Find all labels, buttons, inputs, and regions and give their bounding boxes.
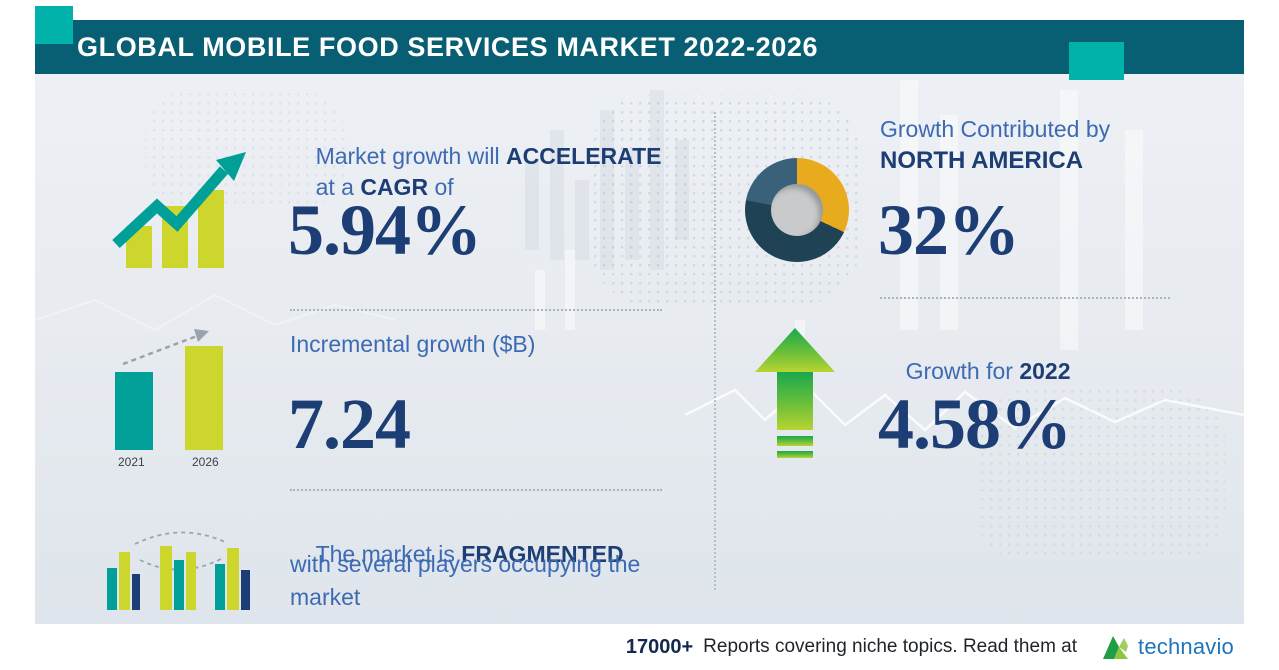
bar-year-left-label: 2021: [118, 455, 145, 469]
cagr-text-normal-2: at a: [315, 174, 361, 200]
cagr-emphasis: CAGR: [360, 174, 429, 200]
cagr-text-tail: of: [428, 174, 454, 200]
buildings-icon: [107, 531, 250, 610]
reports-count: 17000+: [625, 635, 694, 658]
teal-accent-left: [35, 6, 73, 44]
bar-chart-icon: [115, 329, 223, 450]
column-divider: [714, 112, 716, 590]
fragmented-text: with several players occupying the marke…: [290, 551, 647, 610]
growth-value: 4.58%: [878, 384, 1072, 464]
fragmented-emphasis: FRAGMENTED: [461, 541, 624, 567]
accelerate-emphasis: ACCELERATE: [506, 143, 662, 169]
cagr-value: 5.94%: [288, 190, 482, 270]
fragmented-text-normal: The market is: [315, 541, 462, 567]
divider-left-2: [290, 489, 662, 491]
growth-year-line: Growth for 2022: [880, 331, 1071, 412]
technavio-wordmark: technavio: [1138, 634, 1234, 659]
cagr-text-normal: Market growth will: [315, 143, 506, 169]
incremental-label: Incremental growth ($B): [290, 331, 536, 357]
page-title: GLOBAL MOBILE FOOD SERVICES MARKET 2022-…: [77, 31, 819, 62]
donut-hole: [771, 184, 823, 236]
growth-year: 2022: [1019, 358, 1071, 384]
fragmented-line: The market is FRAGMENTED: [290, 514, 624, 595]
teal-accent-right: [1069, 42, 1124, 80]
incremental-value: 7.24: [288, 384, 411, 464]
donut-chart: [745, 158, 849, 262]
footer-text: Reports covering niche topics. Read them…: [703, 636, 1078, 657]
bar-year-right-label: 2026: [192, 455, 219, 469]
growth-chart-icon: [112, 152, 246, 268]
divider-right-1: [880, 297, 1170, 299]
region-name: NORTH AMERICA: [880, 147, 1084, 174]
technavio-logo[interactable]: technavio: [1103, 634, 1234, 660]
region-line-1: Growth Contributed by: [880, 116, 1111, 142]
region-value: 32%: [878, 190, 1020, 270]
growth-year-label-prefix: Growth for: [905, 358, 1020, 384]
divider-left-1: [290, 309, 662, 311]
up-arrow-icon: [755, 328, 835, 458]
cagr-line-2: at a CAGR of: [290, 147, 454, 228]
cagr-line-1: Market growth will ACCELERATE: [290, 116, 662, 197]
footer-bar: 17000+ Reports covering niche topics. Re…: [0, 624, 1279, 670]
technavio-mark-icon: [1103, 636, 1129, 659]
header-banner: GLOBAL MOBILE FOOD SERVICES MARKET 2022-…: [35, 20, 1244, 74]
